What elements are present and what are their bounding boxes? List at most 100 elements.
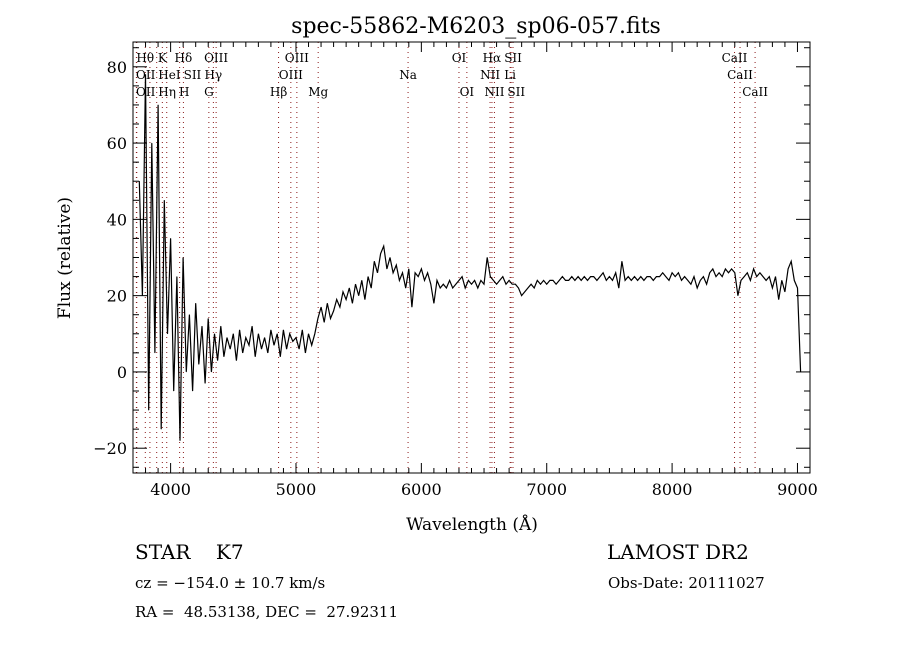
spectrum-point [449, 280, 450, 281]
marker-label: OIII [279, 68, 303, 82]
spectrum-point [765, 280, 767, 281]
spectrum-point [358, 295, 359, 296]
spectrum-point [145, 74, 146, 75]
chart-title: spec-55862-M6203_sp06-057.fits [291, 14, 661, 39]
spectrum-point [778, 299, 779, 300]
spectrum-point [283, 329, 284, 331]
marker-label: SII [184, 68, 202, 82]
spectrum-point [615, 272, 616, 274]
spectrum-point [684, 276, 685, 277]
spectrum-point [154, 352, 156, 354]
spectrum-point [690, 283, 692, 285]
spectrum-point [173, 390, 175, 392]
y-tick-label: 80 [107, 58, 127, 77]
spectrum-point [254, 356, 256, 357]
spectrum-point [317, 318, 319, 319]
spectrum-point [662, 272, 663, 274]
spectrum-point [148, 409, 149, 411]
spectrum-point [323, 322, 325, 323]
spectrum-point [157, 104, 159, 106]
object-class: STAR K7 [135, 540, 244, 564]
redshift-label: cz = −154.0 ± 10.7 km/s [135, 574, 326, 592]
spectrum-point [179, 440, 181, 441]
spectrum-point [164, 199, 165, 201]
spectrum-point [455, 283, 457, 285]
spectrum-point [784, 291, 786, 293]
spectrum-point [499, 280, 501, 281]
spectrum-point [637, 280, 638, 281]
spectrum-point [737, 295, 739, 296]
spectrum-point [599, 276, 601, 277]
spectrum-point [223, 356, 225, 357]
spectrum-point [634, 276, 635, 277]
x-tick-label: 7000 [526, 480, 567, 499]
spectrum-point [289, 333, 291, 335]
spectrum-point [458, 280, 460, 281]
spectrum-point [170, 238, 171, 239]
spectrum-point [565, 280, 566, 281]
marker-label: Hθ [136, 51, 154, 65]
y-tick-label: 60 [107, 134, 127, 153]
spectrum-point [395, 264, 397, 266]
spectrum-point [261, 348, 262, 350]
spectrum-point [502, 276, 504, 277]
spectrum-point [192, 390, 193, 392]
marker-label: Hδ [175, 51, 193, 65]
spectrum-point [226, 337, 228, 338]
spectrum-point [383, 245, 385, 247]
x-tick-label: 5000 [276, 480, 317, 499]
spectrum-point [207, 318, 209, 319]
marker-label: OII [136, 68, 156, 82]
spectrum-point [646, 276, 648, 277]
spectrum-point [305, 352, 306, 354]
spectrum-point [471, 283, 472, 285]
spectrum-point [483, 283, 485, 285]
spectrum-point [674, 276, 676, 277]
spectrum-point [258, 333, 259, 335]
marker-label: G [204, 85, 214, 99]
spectrum-point [549, 280, 551, 281]
spectrum-point [562, 276, 563, 277]
spectrum-point [643, 280, 645, 281]
spectrum-point [571, 276, 573, 277]
spectrum-point [311, 344, 312, 346]
line-markers [135, 42, 756, 473]
spectrum-point [367, 276, 369, 277]
spectrum-point [649, 276, 651, 277]
spectrum-point [292, 341, 294, 342]
spectrum-point [574, 280, 576, 281]
spectrum-point [204, 383, 206, 384]
plot-frame [132, 41, 811, 474]
spectrum-point [229, 348, 231, 350]
spectrum-point [728, 272, 729, 274]
spectrum-point [709, 272, 711, 274]
x-tick-label: 6000 [401, 480, 442, 499]
spectrum-point [747, 272, 748, 274]
survey-label: LAMOST DR2 [607, 540, 749, 564]
spectrum-point [439, 287, 441, 289]
spectrum-point [718, 272, 720, 274]
spectrum-point [270, 329, 272, 331]
y-tick-label: 20 [107, 287, 127, 306]
spectrum-point [408, 268, 410, 270]
spectrum-point [696, 287, 698, 289]
spectrum-point [336, 299, 338, 300]
spectrum-point [364, 299, 366, 300]
spectrum-point [461, 276, 463, 277]
spectrum-point [239, 329, 240, 331]
y-axis-label: Flux (relative) [55, 197, 75, 319]
spectrum-point [182, 257, 184, 258]
spectrum-point [320, 306, 322, 308]
marker-label: SII [507, 85, 525, 99]
spectrum-point [518, 287, 519, 289]
spectrum-point [333, 310, 334, 312]
spectrum-point [715, 276, 717, 277]
spectrum-point [668, 280, 670, 281]
marker-label: NII [485, 85, 505, 99]
marker-label: Hα [483, 51, 502, 65]
marker-label: OIII [204, 51, 228, 65]
spectrum-point [214, 333, 215, 335]
obs-date-label: Obs-Date: 20111027 [608, 574, 765, 592]
